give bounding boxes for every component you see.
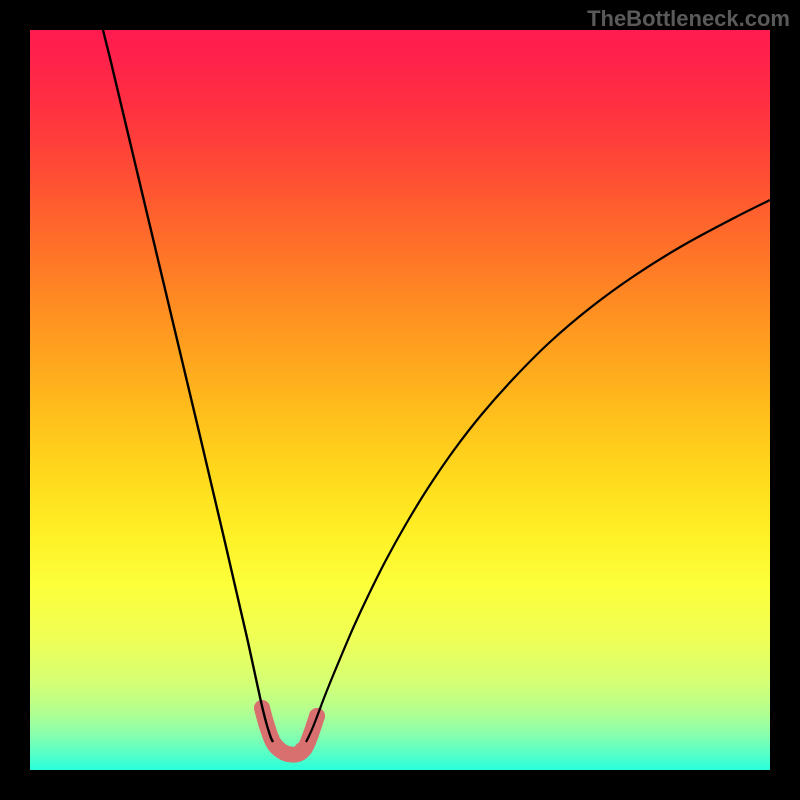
left-curve — [103, 30, 273, 742]
plot-area — [30, 30, 770, 770]
watermark-text: TheBottleneck.com — [587, 6, 790, 32]
curves-layer — [30, 30, 770, 770]
chart-container: TheBottleneck.com — [0, 0, 800, 800]
right-curve — [306, 200, 770, 742]
bottleneck-dot — [294, 742, 310, 758]
bottleneck-dot — [280, 746, 296, 762]
bottleneck-dots — [254, 700, 325, 762]
